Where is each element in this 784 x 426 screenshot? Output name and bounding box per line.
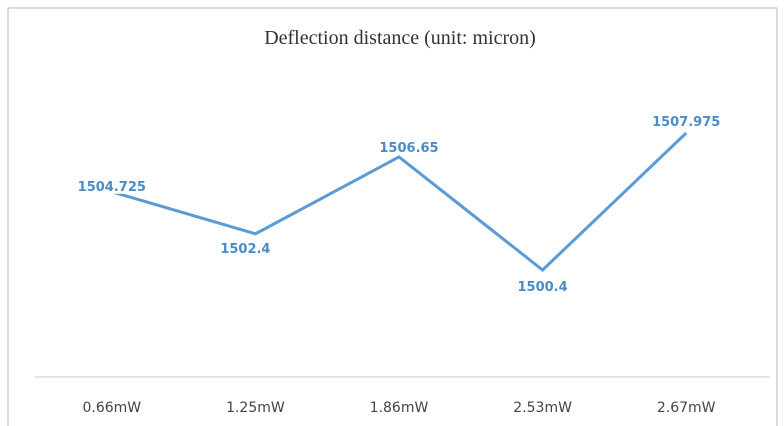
chart-frame xyxy=(7,7,778,426)
chart-title: Deflection distance (unit: micron) xyxy=(264,27,536,49)
value-label: 1506.65 xyxy=(379,141,438,156)
x-tick-label: 2.67mW xyxy=(657,400,716,416)
data-line xyxy=(111,131,688,272)
label-bg xyxy=(512,277,573,294)
x-tick-label: 1.25mW xyxy=(226,400,285,416)
x-tick-label: 1.86mW xyxy=(370,400,429,416)
value-label: 1502.4 xyxy=(220,242,270,257)
value-label: 1504.725 xyxy=(78,180,146,195)
value-label: 1507.975 xyxy=(652,115,720,130)
label-bg xyxy=(215,238,276,256)
label-bg xyxy=(656,112,717,129)
value-label: 1500.4 xyxy=(518,280,568,295)
x-tick-label: 0.66mW xyxy=(82,400,141,416)
label-bg xyxy=(379,137,439,155)
x-tick-label: 2.53mW xyxy=(513,400,572,416)
label-bg xyxy=(81,176,142,194)
